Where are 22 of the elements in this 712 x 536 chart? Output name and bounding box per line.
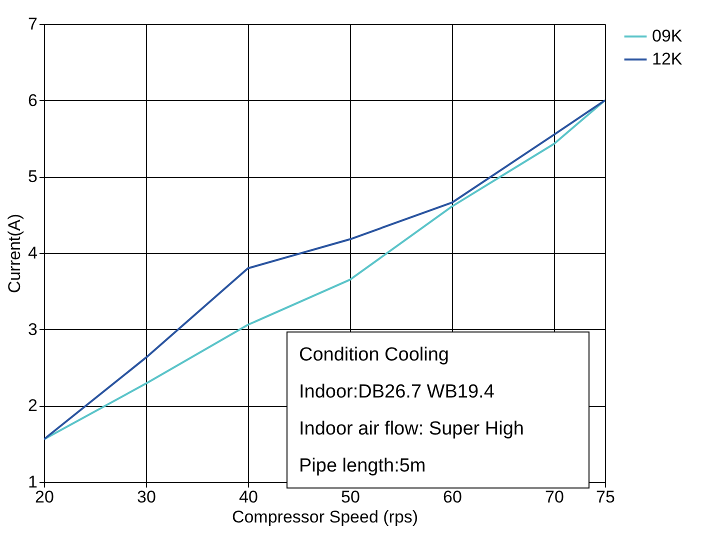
y-axis-title: Current(A) [5, 214, 24, 294]
y-tick-label: 6 [28, 90, 38, 110]
annotation: Indoor:DB26.7 WB19.4 [299, 382, 495, 402]
x-tick-label: 75 [596, 488, 615, 506]
annotation: Indoor air flow: Super High [299, 418, 524, 440]
x-axis-title: Compressor Speed (rps) [232, 508, 418, 526]
x-tick-label: 70 [545, 488, 564, 506]
y-tick-label: 4 [28, 244, 38, 262]
legend-label: 09K [652, 26, 683, 46]
y-tick-label: 3 [28, 320, 38, 339]
x-tick-label: 40 [239, 488, 258, 506]
legend-label: 12K [652, 50, 683, 68]
annotation: Condition Cooling [299, 344, 449, 366]
y-tick-label: 5 [28, 167, 38, 186]
y-tick-label: 2 [28, 396, 38, 416]
x-tick-label: 60 [443, 488, 462, 506]
x-tick-label: 50 [341, 488, 360, 506]
y-tick-label: 7 [28, 14, 38, 34]
annotation: Pipe length:5m [299, 456, 426, 476]
x-tick-label: 20 [35, 488, 54, 506]
x-tick-label: 30 [137, 488, 156, 506]
y-tick-label: 1 [28, 472, 38, 492]
